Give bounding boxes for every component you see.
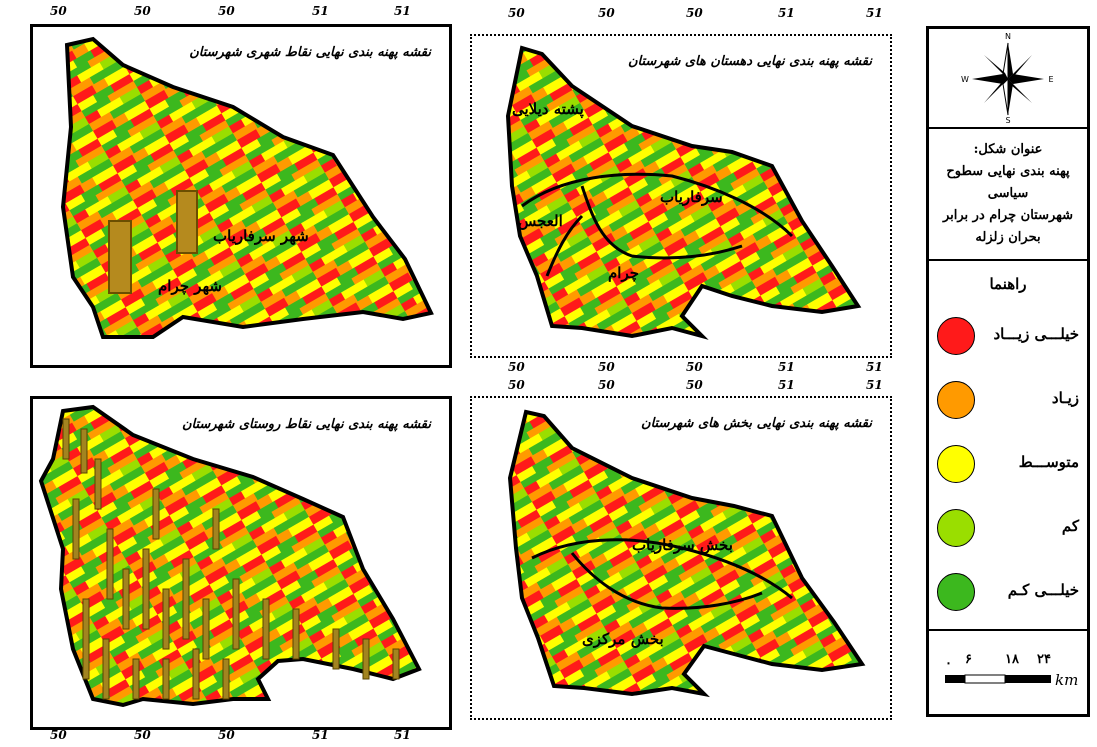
map-silhouette [38, 404, 422, 708]
panel-title: نقشه پهنه بندی نهایی دهستان های شهرستان [627, 54, 872, 69]
legend-label: کم [1061, 517, 1079, 535]
legend-title: راهنما [989, 275, 1027, 293]
map-panel-bakhsh: نقشه پهنه بندی نهایی بخش های شهرستان بخش… [462, 378, 900, 728]
scale-bar: ۰ ۶ ۱۸ ۲۴ km [945, 652, 1078, 689]
city-building-icon [176, 190, 198, 254]
tick-x: 51 [312, 728, 329, 742]
tick-x: 50 [686, 6, 703, 20]
legend-swatch [937, 317, 975, 355]
panel-title: نقشه پهنه بندی نهایی بخش های شهرستان [641, 416, 872, 431]
tick-x: 50 [508, 378, 525, 392]
scale-label: ۲۴ [1037, 652, 1051, 667]
dehestan-label-charam: چرام [608, 264, 640, 282]
legend-item: خیلـــی کـم [929, 565, 1087, 619]
tick-x: 51 [866, 378, 883, 392]
map-frame: نقشه پهنه بندی نهایی بخش های شهرستان بخش… [470, 396, 892, 720]
dehestan-label-alajas: العجس [518, 212, 563, 230]
map-frame: نقشه پهنه بندی نهایی نقاط روستای شهرستان [30, 396, 452, 730]
caption-line: بحران زلزله [975, 230, 1041, 245]
compass-e: E [1048, 75, 1053, 84]
tick-x: 51 [778, 6, 795, 20]
map-silhouette [507, 409, 866, 698]
legend-item: زیـاد [929, 373, 1087, 427]
tick-x: 50 [508, 360, 525, 374]
bakhsh-label-markazi: بخش مرکزی [582, 630, 664, 648]
scale-unit: km [1055, 671, 1078, 689]
caption-cell: عنوان شکل: پهنه بندی نهایی سطوح سیاسی شه… [929, 129, 1087, 261]
scale-label: ۶ [965, 652, 972, 667]
tick-x: 51 [312, 4, 329, 18]
tick-x: 50 [598, 360, 615, 374]
tick-x: 51 [778, 378, 795, 392]
caption-heading: عنوان شکل: [973, 142, 1043, 157]
city-building-icon [108, 220, 132, 294]
city-label-charam: شهر چرام [158, 277, 222, 295]
tick-x: 50 [134, 4, 151, 18]
tick-x: 50 [218, 728, 235, 742]
panel-title: نقشه پهنه بندی نهایی نقاط روستای شهرستان [181, 417, 431, 432]
legend-item: متوســـط [929, 437, 1087, 491]
tick-x: 51 [866, 360, 883, 374]
legend-label: خیلـــی کـم [1007, 581, 1079, 599]
scale-label: ۱۸ [1005, 652, 1020, 667]
panel-title: نقشه پهنه بندی نهایی نقاط شهری شهرستان [189, 45, 431, 60]
compass-w: W [961, 75, 969, 84]
tick-x: 50 [134, 728, 151, 742]
map-panel-urban: نقشه پهنه بندی نهایی نقاط شهری شهرستان ش… [22, 4, 460, 376]
dehestan-label-sarfaryab: سرفاریاب [660, 188, 723, 206]
map-sidebar: N S W E عنوان شکل: پهنه بندی نهایی سطوح … [926, 26, 1090, 717]
compass-n: N [1005, 32, 1011, 41]
compass-rose-icon: N S W E [961, 32, 1053, 125]
dehestan-label-pushteh: پشته دیلایی [512, 100, 584, 118]
caption-line: شهرستان چرام در برابر [942, 208, 1074, 223]
map-frame: نقشه پهنه بندی نهایی نقاط شهری شهرستان ش… [30, 24, 452, 368]
tick-x: 50 [686, 378, 703, 392]
tick-x: 50 [598, 6, 615, 20]
map-panel-dehestan: نقشه پهنه بندی نهایی دهستان های شهرستان … [462, 6, 900, 374]
tick-x: 51 [866, 6, 883, 20]
tick-x: 50 [50, 728, 67, 742]
tick-x: 50 [508, 6, 525, 20]
legend-cell: راهنما خیلـــی زیـــاد زیـاد متوســـط کم… [929, 261, 1087, 631]
bakhsh-label-sarfaryab: بخش سرفاریاب [632, 536, 733, 554]
legend-swatch [937, 445, 975, 483]
map-silhouette [505, 45, 862, 340]
scale-label: ۰ [945, 656, 952, 671]
legend-label: زیـاد [1051, 389, 1079, 407]
map-silhouette [60, 36, 434, 339]
tick-x: 50 [686, 360, 703, 374]
scale-cell: ۰ ۶ ۱۸ ۲۴ km [929, 631, 1087, 714]
compass-s: S [1005, 116, 1010, 125]
legend-swatch [937, 573, 975, 611]
tick-x: 50 [598, 378, 615, 392]
tick-x: 51 [394, 728, 411, 742]
map-frame: نقشه پهنه بندی نهایی دهستان های شهرستان … [470, 34, 892, 358]
map-panel-rural: نقشه پهنه بندی نهایی نقاط روستای شهرستان… [22, 388, 460, 742]
tick-x: 50 [218, 4, 235, 18]
legend-item: خیلـــی زیـــاد [929, 309, 1087, 363]
tick-x: 50 [50, 4, 67, 18]
city-label-sarfaryab: شهر سرفاریاب [213, 227, 309, 245]
legend-swatch [937, 509, 975, 547]
compass-cell: N S W E [929, 29, 1087, 129]
legend-label: متوســـط [1018, 453, 1079, 471]
tick-x: 51 [778, 360, 795, 374]
legend-item: کم [929, 501, 1087, 555]
caption-line: پهنه بندی نهایی سطوح سیاسی [946, 164, 1070, 201]
legend-label: خیلـــی زیـــاد [993, 325, 1079, 343]
legend-swatch [937, 381, 975, 419]
tick-x: 51 [394, 4, 411, 18]
